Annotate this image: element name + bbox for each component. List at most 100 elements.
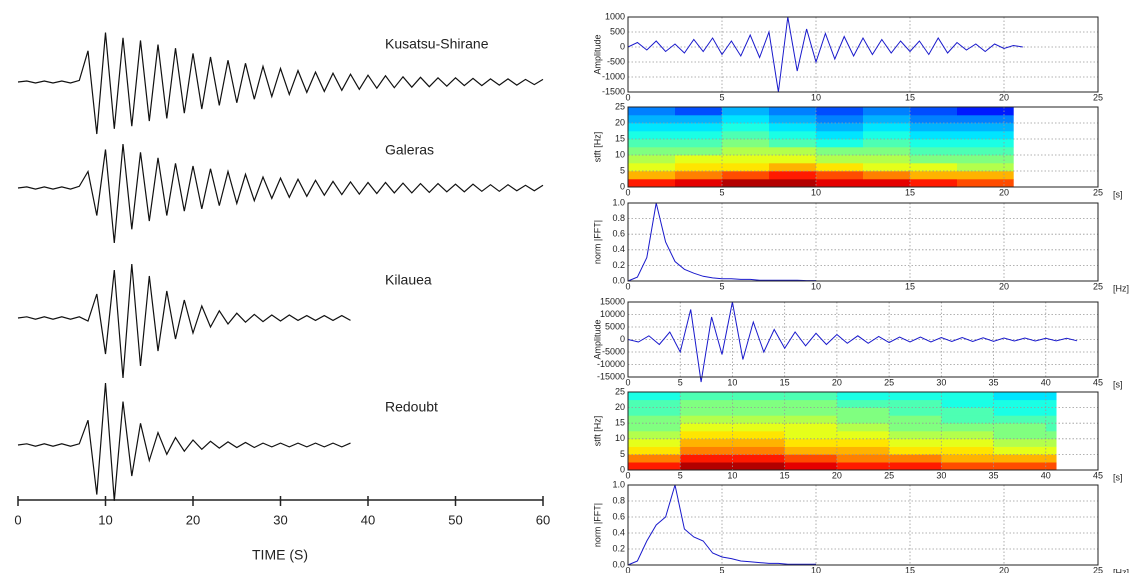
x-tick-label: 5 — [678, 377, 683, 387]
heatmap-cell — [628, 431, 681, 440]
heatmap-cell — [784, 423, 838, 432]
heatmap-cell — [628, 179, 676, 188]
heatmap-cell — [722, 155, 770, 164]
x-tick-label: 15 — [780, 377, 790, 387]
heatmap-cell — [784, 462, 838, 471]
x-tick-label: 0 — [625, 281, 630, 291]
heatmap-cell — [910, 155, 958, 164]
x-tick-label: 10 — [811, 92, 821, 102]
heatmap-cell — [784, 399, 838, 408]
x-tick-label: 20 — [999, 187, 1009, 197]
heatmap-cell — [628, 446, 681, 455]
heatmap-cell — [941, 454, 994, 463]
heatmap-cell — [769, 131, 817, 140]
x-tick-label: 5 — [719, 92, 724, 102]
heatmap-cell — [722, 171, 770, 180]
heatmap-cell — [957, 115, 1014, 124]
heatmap-cell — [863, 139, 911, 148]
heatmap-cell — [816, 139, 864, 148]
heatmap-cell — [732, 462, 785, 471]
heatmap-cell — [722, 163, 770, 172]
heatmap-cell — [732, 438, 785, 447]
heatmap-cell — [863, 155, 911, 164]
x-unit-label: [Hz] — [1113, 567, 1129, 573]
y-tick-label: 25 — [615, 386, 625, 396]
heatmap-cell — [910, 179, 958, 188]
plot-frame — [627, 391, 1099, 471]
heatmap-cell — [680, 438, 733, 447]
heatmap-cell — [1045, 399, 1057, 408]
y-axis-label: norm |FFT| — [592, 220, 602, 264]
heatmap-cell — [784, 392, 838, 401]
x-tick-label: 45 — [1093, 377, 1103, 387]
heatmap-cell — [732, 423, 785, 432]
x-tick-label: 15 — [905, 92, 915, 102]
x-tick-label: 30 — [936, 377, 946, 387]
heatmap-cell — [836, 446, 890, 455]
heatmap-cell — [910, 107, 958, 116]
heatmap-cell — [1045, 431, 1057, 440]
y-tick-label: -15000 — [597, 371, 625, 381]
heatmap-cell — [628, 107, 676, 116]
heatmap-cell — [1045, 407, 1057, 416]
heatmap-cell — [863, 179, 911, 188]
heatmap-cell — [816, 131, 864, 140]
heatmap-cell — [910, 131, 958, 140]
heatmap-cell — [675, 147, 723, 156]
heatmap-cell — [680, 423, 733, 432]
x-tick-label: 15 — [780, 470, 790, 480]
y-tick-label: -10000 — [597, 359, 625, 369]
x-tick-label: 20 — [832, 470, 842, 480]
y-tick-label: 5000 — [605, 321, 625, 331]
y-axis-label: stft [Hz] — [592, 416, 602, 447]
heatmap-cell — [816, 179, 864, 188]
heatmap-cell — [769, 155, 817, 164]
heatmap-cell — [889, 431, 942, 440]
x-tick-label: 35 — [989, 470, 999, 480]
trace-label: Kilauea — [385, 272, 432, 288]
heatmap-cell — [628, 454, 681, 463]
y-tick-label: 10 — [615, 149, 625, 159]
heatmap-cell — [1045, 415, 1057, 424]
heatmap-cell — [675, 115, 723, 124]
heatmap-cell — [941, 423, 994, 432]
heatmap-cell — [863, 123, 911, 132]
heatmap-cell — [816, 107, 864, 116]
heatmap-cell — [1045, 392, 1057, 401]
x-tick-label: 10 — [727, 470, 737, 480]
x-tick-label: 20 — [999, 565, 1009, 573]
heatmap-cell — [941, 462, 994, 471]
x-tick-label: 40 — [1041, 377, 1051, 387]
heatmap-cell — [628, 415, 681, 424]
y-tick-label: 0.0 — [612, 275, 625, 285]
y-tick-label: 500 — [610, 26, 625, 36]
heatmap-cell — [1045, 423, 1057, 432]
heatmap-cell — [722, 179, 770, 188]
heatmap-cell — [675, 155, 723, 164]
heatmap-cell — [910, 123, 958, 132]
heatmap-cell — [680, 399, 733, 408]
heatmap-cell — [732, 392, 785, 401]
heatmap-cell — [941, 399, 994, 408]
heatmap-cell — [675, 131, 723, 140]
y-tick-label: -1000 — [602, 71, 625, 81]
heatmap-cell — [769, 147, 817, 156]
heatmap-cell — [941, 392, 994, 401]
x-tick-label: 5 — [719, 187, 724, 197]
x-tick-label: 10 — [98, 512, 112, 527]
y-axis-label: norm |FFT| — [592, 503, 602, 547]
x-tick-label: 25 — [884, 377, 894, 387]
plot-frame — [627, 202, 1099, 282]
heatmap-cell — [816, 171, 864, 180]
x-tick-label: 25 — [1093, 565, 1103, 573]
x-tick-label: 25 — [884, 470, 894, 480]
heatmap-cell — [628, 171, 676, 180]
heatmap-cell — [628, 423, 681, 432]
y-tick-label: 15000 — [600, 296, 625, 306]
y-tick-label: 10 — [615, 433, 625, 443]
heatmap-cell — [722, 115, 770, 124]
heatmap-cell — [1045, 462, 1057, 471]
waveform — [17, 382, 351, 501]
heatmap-cell — [889, 454, 942, 463]
heatmap-cell — [941, 446, 994, 455]
